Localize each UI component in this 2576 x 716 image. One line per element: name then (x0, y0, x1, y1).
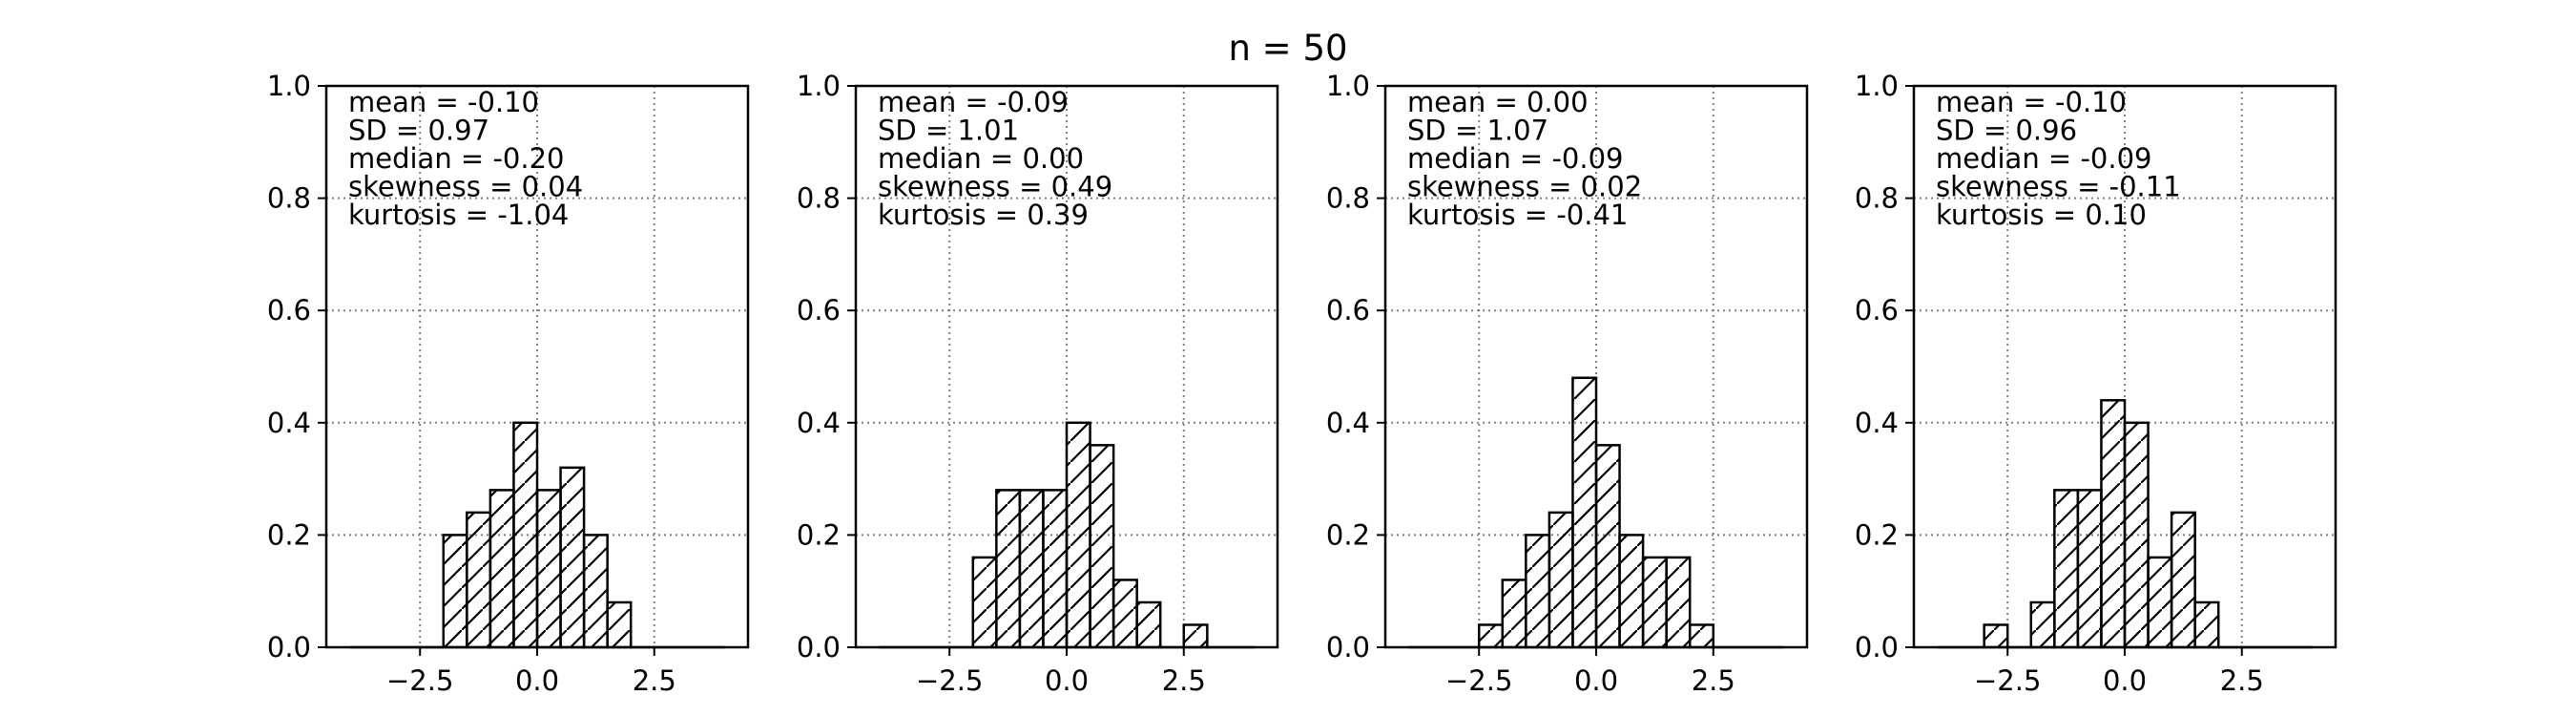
histogram-bar (559, 466, 586, 649)
histogram-bar (1042, 489, 1069, 649)
histogram-bar (2193, 600, 2220, 649)
y-tick-label: 0.8 (1326, 182, 1370, 215)
x-tick-label: −2.5 (1974, 664, 2041, 697)
x-tick-label: 0.0 (2103, 664, 2147, 697)
stat-annotation: SD = 0.97 (348, 115, 489, 147)
stat-annotation: skewness = 0.49 (878, 171, 1112, 203)
histogram-bar (2100, 399, 2127, 649)
stat-annotation: kurtosis = 0.10 (1936, 199, 2147, 231)
stat-annotation: mean = -0.10 (1936, 86, 2127, 118)
x-tick-label: 2.5 (1692, 664, 1735, 697)
histogram-bar (606, 600, 633, 649)
histogram-bar (1594, 444, 1621, 649)
x-tick-label: 0.0 (515, 664, 559, 697)
x-tick-label: 2.5 (2220, 664, 2264, 697)
stat-annotation: kurtosis = -0.41 (1407, 199, 1628, 231)
y-tick-label: 0.6 (1326, 294, 1370, 326)
stat-annotation: median = -0.09 (1936, 142, 2151, 175)
y-tick-label: 0.2 (1326, 518, 1370, 551)
y-tick-label: 0.4 (1326, 407, 1370, 439)
y-tick-label: 0.4 (797, 407, 841, 439)
stat-annotation: kurtosis = -1.04 (348, 199, 569, 231)
y-tick-label: 0.4 (267, 407, 311, 439)
histogram-panel-1: −2.5 0.0 2.5 0.0 0.2 0.4 0.6 0.8 1.0 mean = -0.10… (267, 70, 750, 697)
x-tick-label: 2.5 (633, 664, 676, 697)
figure-title: n = 50 (1228, 28, 1347, 69)
stat-annotation: median = 0.00 (878, 142, 1084, 175)
histogram-bar (488, 489, 515, 649)
histogram-bar (535, 489, 562, 649)
histogram-bar (995, 489, 1022, 649)
histogram-bar (1111, 579, 1138, 649)
stat-annotation: SD = 1.07 (1407, 115, 1548, 147)
histogram-panel-2: −2.5 0.0 2.5 0.0 0.2 0.4 0.6 0.8 1.0 mean = -0.09… (797, 70, 1279, 697)
y-tick-label: 0.0 (1855, 631, 1899, 663)
histogram-bar (1641, 556, 1668, 649)
stat-annotation: median = -0.09 (1407, 142, 1623, 175)
y-tick-label: 0.4 (1855, 407, 1899, 439)
histogram-bar (1983, 623, 2009, 649)
stat-annotation: mean = -0.10 (348, 86, 539, 118)
histogram-bar (1571, 376, 1598, 649)
x-tick-label: −2.5 (916, 664, 983, 697)
x-tick-label: 0.0 (1045, 664, 1089, 697)
stat-annotation: skewness = 0.02 (1407, 171, 1642, 203)
y-tick-label: 0.2 (1855, 518, 1899, 551)
histogram-bar (582, 534, 609, 649)
stat-annotation: median = -0.20 (348, 142, 564, 175)
x-tick-label: −2.5 (1445, 664, 1512, 697)
histogram-bar (2076, 489, 2103, 649)
stat-annotation: skewness = -0.11 (1936, 171, 2181, 203)
histogram-bar (1665, 556, 1692, 649)
y-tick-label: 0.2 (797, 518, 841, 551)
histogram-bar (2170, 511, 2196, 649)
y-tick-label: 0.0 (797, 631, 841, 663)
y-tick-label: 0.6 (1855, 294, 1899, 326)
histogram-bar (466, 511, 492, 649)
histogram-panel-4: −2.5 0.0 2.5 0.0 0.2 0.4 0.6 0.8 1.0 mean = -0.10… (1855, 70, 2337, 697)
y-tick-label: 0.6 (267, 294, 311, 326)
y-tick-label: 0.6 (797, 294, 841, 326)
histogram-bar (2053, 489, 2080, 649)
x-tick-label: 2.5 (1162, 664, 1206, 697)
y-tick-label: 1.0 (1326, 70, 1370, 102)
y-tick-label: 0.8 (1855, 182, 1899, 215)
histogram-bar (1548, 511, 1574, 649)
histogram-bar (2147, 556, 2173, 649)
histogram-bar (1018, 489, 1045, 649)
y-tick-label: 0.2 (267, 518, 311, 551)
histogram-bar (1065, 421, 1091, 649)
histogram-bar (971, 556, 998, 649)
histogram-bar (1501, 579, 1527, 649)
histogram-bar (512, 421, 539, 649)
x-tick-label: 0.0 (1574, 664, 1618, 697)
y-tick-label: 0.0 (1326, 631, 1370, 663)
histogram-bar (1135, 600, 1162, 649)
stat-annotation: mean = 0.00 (1407, 86, 1589, 118)
stat-annotation: SD = 0.96 (1936, 115, 2077, 147)
y-tick-label: 1.0 (1855, 70, 1899, 102)
histogram-bar (2123, 421, 2150, 649)
histogram-panel-3: −2.5 0.0 2.5 0.0 0.2 0.4 0.6 0.8 1.0 mean = 0.00S… (1326, 70, 1809, 697)
y-tick-label: 0.8 (797, 182, 841, 215)
y-tick-label: 0.0 (267, 631, 311, 663)
stat-annotation: SD = 1.01 (878, 115, 1019, 147)
histogram-bar (1089, 444, 1115, 649)
histogram-bar (1618, 534, 1645, 649)
stat-annotation: kurtosis = 0.39 (878, 199, 1089, 231)
y-tick-label: 0.8 (267, 182, 311, 215)
histogram-bar (1525, 534, 1551, 649)
histogram-bar (442, 534, 468, 649)
histogram-bar (1688, 623, 1715, 649)
x-tick-label: −2.5 (386, 664, 453, 697)
histogram-bar (2029, 600, 2056, 649)
stat-annotation: skewness = 0.04 (348, 171, 583, 203)
histogram-bar (1182, 623, 1209, 649)
y-tick-label: 1.0 (797, 70, 841, 102)
histogram-bar (1477, 623, 1505, 649)
y-tick-label: 1.0 (267, 70, 311, 102)
stat-annotation: mean = -0.09 (878, 86, 1069, 118)
